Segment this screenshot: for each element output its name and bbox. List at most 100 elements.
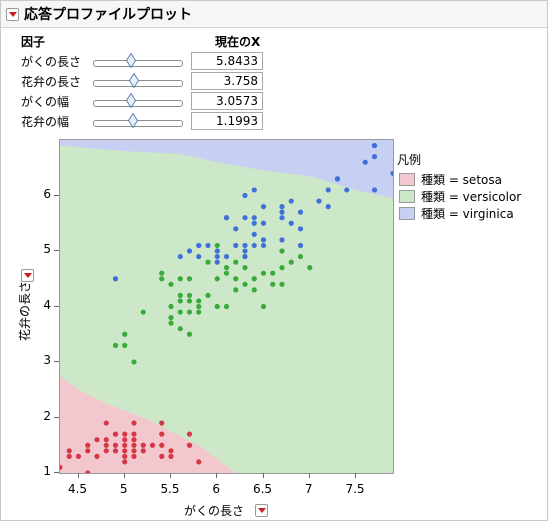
virginica-point <box>214 253 220 260</box>
setosa-point <box>122 442 128 448</box>
factor-slider-track[interactable] <box>93 60 183 67</box>
versicolor-point <box>177 292 183 298</box>
setosa-region <box>60 375 236 473</box>
versicolor-point <box>177 276 183 282</box>
y-axis-menu-icon[interactable] <box>21 269 34 282</box>
legend-swatch <box>399 207 415 220</box>
setosa-point <box>196 459 202 465</box>
setosa-point <box>122 453 128 459</box>
factor-value-input[interactable]: 3.758 <box>191 72 263 90</box>
factor-row: 花弁の長さ 3.758 <box>1 71 281 91</box>
versicolor-point <box>279 248 285 254</box>
versicolor-point <box>214 303 220 310</box>
virginica-point <box>316 198 322 204</box>
setosa-point <box>112 431 119 437</box>
legend-title: 凡例 <box>397 153 422 167</box>
virginica-point <box>251 187 257 193</box>
y-tick-label: 4 <box>43 297 51 312</box>
versicolor-point <box>112 342 119 348</box>
virginica-point <box>279 237 285 243</box>
factor-label: 花弁の長さ <box>21 75 82 89</box>
virginica-point <box>260 204 267 210</box>
virginica-point <box>297 209 304 215</box>
y-tick-label: 2 <box>43 408 51 423</box>
factor-row: がくの長さ 5.8433 <box>1 51 281 71</box>
virginica-point <box>186 248 193 254</box>
virginica-point <box>279 209 285 215</box>
factor-value-input[interactable]: 5.8433 <box>191 52 263 70</box>
y-tick-mark <box>54 194 59 196</box>
slider-thumb-icon[interactable] <box>127 113 138 128</box>
setosa-point <box>159 431 165 437</box>
virginica-point <box>288 198 294 204</box>
virginica-point <box>344 187 350 193</box>
virginica-point <box>279 204 285 210</box>
versicolor-point <box>186 331 193 337</box>
virginica-point <box>177 253 183 260</box>
virginica-point <box>260 237 267 243</box>
factor-row: がくの幅 3.0573 <box>1 91 281 111</box>
legend-swatch <box>399 190 415 203</box>
versicolor-point <box>159 270 165 276</box>
y-tick-label: 5 <box>43 242 51 256</box>
setosa-point <box>131 453 137 459</box>
factor-value-input[interactable]: 3.0573 <box>191 92 263 110</box>
legend-label: 種類 = setosa <box>421 173 502 187</box>
setosa-point <box>112 442 119 448</box>
setosa-point <box>186 442 193 448</box>
versicolor-point <box>214 242 220 249</box>
versicolor-point <box>140 309 146 315</box>
y-tick-label: 6 <box>43 186 51 201</box>
panel-header: 応答プロファイルプロット <box>1 1 547 28</box>
virginica-point <box>362 159 368 165</box>
setosa-point <box>168 453 174 459</box>
virginica-point <box>233 242 239 249</box>
x-axis-title: がくの長さ <box>184 504 245 518</box>
factor-column-header: 因子 <box>21 35 46 49</box>
versicolor-point <box>168 281 174 287</box>
factor-slider-track[interactable] <box>93 100 183 107</box>
versicolor-point <box>186 309 193 315</box>
y-tick-mark <box>54 416 59 418</box>
factor-slider-track[interactable] <box>93 120 183 127</box>
versicolor-point <box>270 270 276 276</box>
x-tick-mark <box>123 473 125 478</box>
virginica-point <box>297 226 304 232</box>
versicolor-point <box>168 303 174 310</box>
virginica-point <box>260 242 267 249</box>
versicolor-point <box>196 309 202 315</box>
virginica-point <box>112 276 119 282</box>
x-axis-menu-icon[interactable] <box>255 504 268 517</box>
versicolor-point <box>214 276 220 282</box>
factor-label: がくの幅 <box>21 95 70 109</box>
versicolor-point <box>242 265 248 271</box>
x-tick-label: 6.5 <box>252 482 273 496</box>
factor-label: がくの長さ <box>21 55 82 69</box>
factor-row: 花弁の幅 1.1993 <box>1 111 281 131</box>
virginica-point <box>223 253 230 260</box>
x-tick-label: 7.5 <box>345 482 365 496</box>
x-tick-mark <box>77 473 79 478</box>
plot-area[interactable] <box>59 139 394 474</box>
setosa-point <box>94 437 100 443</box>
setosa-point <box>131 442 137 448</box>
x-tick-mark <box>262 473 264 478</box>
versicolor-point <box>186 298 193 304</box>
current-x-column-header: 現在のX <box>215 35 261 49</box>
disclosure-icon[interactable] <box>6 7 19 21</box>
setosa-point <box>159 453 165 459</box>
virginica-point <box>242 215 248 221</box>
versicolor-point <box>251 287 257 293</box>
setosa-point <box>122 459 128 465</box>
slider-thumb-icon[interactable] <box>125 53 136 68</box>
setosa-point <box>66 448 72 454</box>
versicolor-point <box>233 259 239 265</box>
virginica-point <box>325 187 331 193</box>
slider-thumb-icon[interactable] <box>129 73 140 88</box>
slider-thumb-icon[interactable] <box>125 93 136 108</box>
y-tick-label: 1 <box>43 464 51 478</box>
setosa-point <box>131 437 137 443</box>
versicolor-point <box>233 287 239 293</box>
factor-value-input[interactable]: 1.1993 <box>191 112 263 130</box>
